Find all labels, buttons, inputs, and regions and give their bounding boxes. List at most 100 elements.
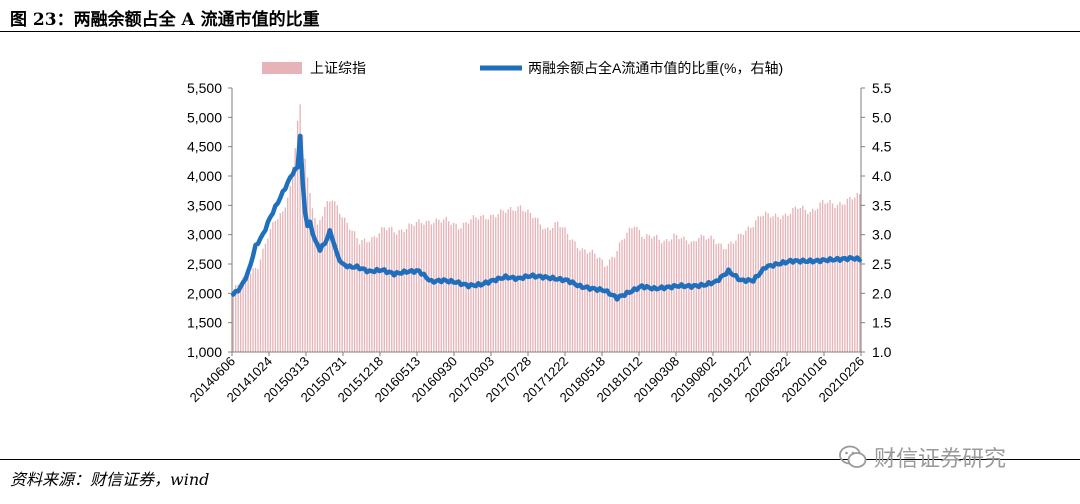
bar-92	[460, 228, 462, 352]
bar-171	[656, 234, 658, 352]
bar-120	[529, 212, 532, 352]
legend-bar-swatch	[262, 62, 302, 74]
bar-121	[532, 218, 534, 352]
bar-52	[361, 240, 363, 352]
bar-149	[601, 259, 603, 352]
bar-54	[366, 242, 368, 352]
bar-36	[321, 216, 324, 352]
bar-21	[284, 207, 286, 352]
bar-252	[856, 192, 858, 352]
source-note: 资料来源：财信证券，wind	[10, 470, 210, 489]
bar-75	[418, 219, 420, 352]
bar-238	[821, 199, 824, 352]
bar-31	[309, 193, 311, 352]
bar-45	[343, 217, 346, 352]
bar-50	[356, 238, 358, 352]
bar-226	[792, 207, 794, 352]
bar-245	[839, 201, 841, 352]
bar-91	[457, 229, 460, 352]
bar-29	[304, 158, 306, 352]
bar-239	[824, 203, 826, 352]
bar-188	[698, 238, 700, 352]
bar-23	[289, 185, 291, 352]
bar-251	[854, 197, 856, 352]
bar-236	[816, 209, 819, 352]
bar-176	[668, 241, 670, 352]
bar-208	[747, 226, 749, 352]
bar-135	[566, 233, 569, 352]
bar-72	[410, 224, 413, 352]
bar-125	[542, 229, 544, 352]
bar-122	[534, 217, 537, 352]
bar-69	[403, 232, 405, 352]
bar-152	[608, 259, 611, 352]
bar-140	[579, 250, 581, 352]
bar-150	[604, 266, 606, 352]
bar-64	[391, 227, 393, 352]
bar-177	[670, 239, 673, 352]
bar-3	[239, 283, 242, 352]
bar-178	[673, 233, 675, 352]
bar-218	[772, 216, 774, 352]
left-tick-label-7: 4,500	[187, 139, 222, 155]
bar-119	[527, 209, 529, 352]
bar-89	[452, 222, 455, 352]
bar-70	[405, 229, 408, 352]
bar-211	[755, 220, 757, 352]
bar-195	[715, 244, 717, 352]
bar-170	[653, 236, 655, 352]
bar-231	[804, 209, 806, 352]
bar-81	[433, 222, 435, 352]
bar-234	[812, 208, 814, 352]
bar-154	[613, 257, 616, 352]
left-tick-label-9: 5,500	[187, 80, 222, 96]
bar-246	[841, 204, 844, 352]
bar-46	[346, 222, 348, 352]
bar-153	[611, 256, 613, 352]
bar-201	[730, 241, 732, 352]
bar-200	[727, 243, 730, 352]
bar-83	[438, 219, 440, 352]
bar-103	[487, 219, 489, 352]
bar-126	[544, 228, 546, 352]
bar-240	[826, 202, 829, 352]
bar-128	[549, 230, 551, 352]
bar-48	[351, 230, 353, 352]
bar-63	[388, 227, 390, 352]
bar-189	[700, 234, 702, 352]
bottom-rule	[0, 459, 1080, 460]
bar-173	[660, 243, 663, 352]
bar-113	[512, 210, 514, 352]
bar-56	[371, 237, 373, 352]
bar-series	[232, 104, 861, 352]
bar-110	[504, 212, 507, 352]
legend-bar-label: 上证综指	[310, 60, 366, 76]
right-tick-label-6: 4.0	[872, 168, 892, 184]
bar-88	[450, 224, 452, 352]
bar-73	[413, 225, 415, 352]
bar-93	[462, 222, 465, 352]
bar-145	[591, 249, 593, 352]
right-tick-label-5: 3.5	[872, 197, 892, 213]
bar-250	[851, 199, 854, 352]
bar-206	[742, 234, 745, 352]
bar-225	[789, 213, 792, 352]
bar-117	[522, 211, 524, 352]
bar-34	[316, 224, 319, 352]
bar-220	[777, 216, 779, 352]
bar-28	[301, 134, 304, 352]
bar-207	[745, 230, 747, 352]
bar-169	[651, 238, 653, 352]
bar-151	[606, 265, 608, 352]
bar-142	[584, 249, 586, 352]
bar-49	[353, 231, 356, 352]
bar-40	[331, 200, 333, 352]
bar-223	[784, 213, 787, 352]
bar-139	[576, 248, 579, 352]
bar-82	[435, 218, 437, 352]
legend: 上证综指 两融余额占全A流通市值的比重(%，右轴)	[262, 60, 783, 76]
right-tick-label-7: 4.5	[872, 139, 892, 155]
bar-13	[264, 243, 267, 352]
bar-55	[368, 241, 371, 352]
bar-187	[695, 241, 697, 352]
